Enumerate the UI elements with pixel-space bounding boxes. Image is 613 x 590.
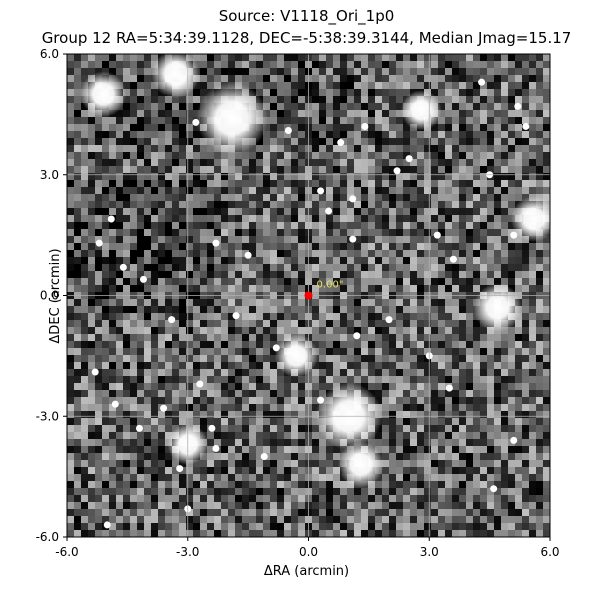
source-marker-group: 0.00" (304, 279, 344, 300)
faint-star (353, 332, 361, 340)
faint-star (95, 239, 103, 247)
faint-star (160, 404, 168, 412)
faint-star (478, 78, 486, 86)
bright-star (196, 82, 269, 155)
faint-star (510, 436, 518, 444)
faint-star (284, 126, 292, 134)
faint-star (212, 239, 220, 247)
faint-star (317, 187, 325, 195)
faint-star (349, 195, 357, 203)
faint-star (445, 384, 453, 392)
faint-star (135, 424, 143, 432)
y-axis-label: ΔDEC (arcmin) (48, 248, 64, 344)
faint-star (514, 102, 522, 110)
faint-star (107, 215, 115, 223)
bright-star (473, 283, 522, 332)
faint-star (385, 316, 393, 324)
faint-star (103, 521, 111, 529)
faint-star (168, 316, 176, 324)
x-tick-label: 6.0 (540, 545, 559, 559)
faint-star (405, 155, 413, 163)
y-tick-label: -6.0 (36, 530, 59, 544)
x-tick-label: -3.0 (176, 545, 199, 559)
y-tick-label: 3.0 (40, 168, 59, 182)
faint-star (232, 312, 240, 320)
y-tick-label: 6.0 (40, 47, 59, 61)
faint-star (393, 167, 401, 175)
faint-star (244, 251, 252, 259)
bright-star (337, 441, 384, 488)
bright-star (400, 89, 442, 131)
axis-ticks: -6.0 -3.0 0.0 3.0 6.0 -6.0 -3.0 0.0 3.0 6.0 (36, 47, 560, 559)
faint-star (196, 380, 204, 388)
x-tick-label: 0.0 (299, 545, 318, 559)
faint-star (212, 444, 220, 452)
faint-star (317, 396, 325, 404)
faint-star (272, 344, 280, 352)
plot-subtitle: Group 12 RA=5:34:39.1128, DEC=-5:38:39.3… (41, 29, 572, 47)
bright-star (80, 71, 127, 118)
faint-star (176, 465, 184, 473)
faint-star (337, 139, 345, 147)
faint-star (192, 118, 200, 126)
faint-star (490, 485, 498, 493)
faint-star (111, 400, 119, 408)
x-tick-label: 3.0 (420, 545, 439, 559)
faint-star (449, 255, 457, 263)
faint-star (208, 424, 216, 432)
bright-star (151, 54, 200, 99)
offset-annotation: 0.00" (317, 279, 344, 290)
faint-star (91, 368, 99, 376)
faint-star (522, 122, 530, 130)
y-tick-label: 0.0 (40, 289, 59, 303)
faint-star (260, 453, 268, 460)
faint-star (325, 207, 333, 215)
bright-star (274, 334, 319, 378)
target-marker (304, 291, 313, 300)
faint-star (361, 122, 369, 130)
faint-star (139, 275, 147, 283)
faint-star (119, 263, 127, 271)
plot-title: Source: V1118_Ori_1p0 (218, 7, 395, 25)
faint-star (433, 231, 441, 239)
faint-star (510, 231, 518, 239)
y-tick-label: -3.0 (36, 409, 59, 423)
x-axis-label: ΔRA (arcmin) (263, 564, 350, 579)
faint-star (349, 235, 357, 243)
x-tick-label: -6.0 (55, 545, 78, 559)
bright-star (510, 196, 550, 243)
